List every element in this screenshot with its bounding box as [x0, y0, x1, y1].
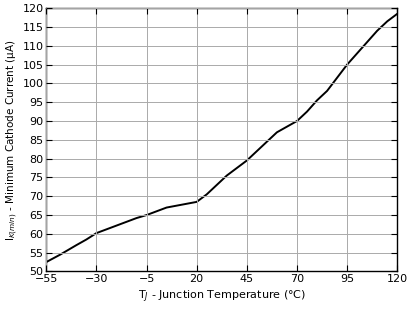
Y-axis label: I$_{K(min)}$ - Minimum Cathode Current (μA): I$_{K(min)}$ - Minimum Cathode Current (…	[4, 39, 19, 241]
X-axis label: T$_J$ - Junction Temperature (°C): T$_J$ - Junction Temperature (°C)	[138, 288, 306, 305]
